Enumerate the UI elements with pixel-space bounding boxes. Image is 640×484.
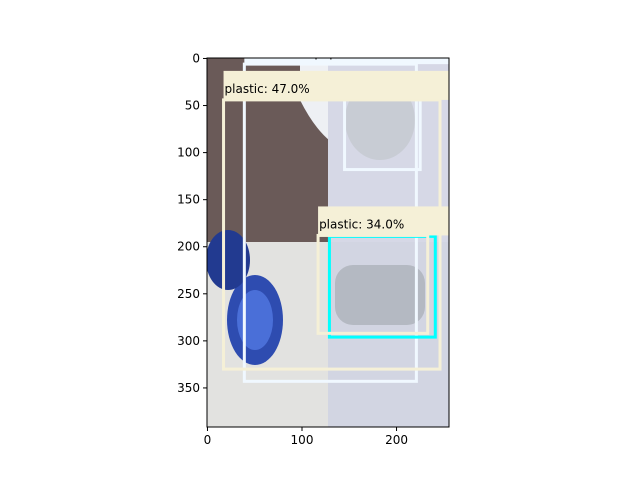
y-tick-label: 300 [177,334,200,348]
label-background [318,206,449,236]
box-label: plastic: 47.0% [225,82,310,96]
axes-frame [206,57,450,428]
y-tick-label: 350 [177,381,200,395]
y-tick-label: 200 [177,240,200,254]
label-background [244,58,449,65]
box-label: paper: 65. [314,46,376,60]
y-tick-label: 0 [192,51,200,65]
y-tick-label: 150 [177,193,200,207]
detections: paper: 65. plastic: 47.0% plastic: 34.0% [222,46,449,383]
box-label: plastic: 34.0% [319,217,404,231]
photo [207,58,449,427]
x-tick-label: 200 [385,433,408,447]
y-tick-label: 250 [177,287,200,301]
label-background [223,70,449,100]
x-tick-label: 100 [291,433,314,447]
x-tick-label: 0 [204,433,212,447]
y-tick-label: 50 [185,99,200,113]
y-tick-label: 100 [177,146,200,160]
